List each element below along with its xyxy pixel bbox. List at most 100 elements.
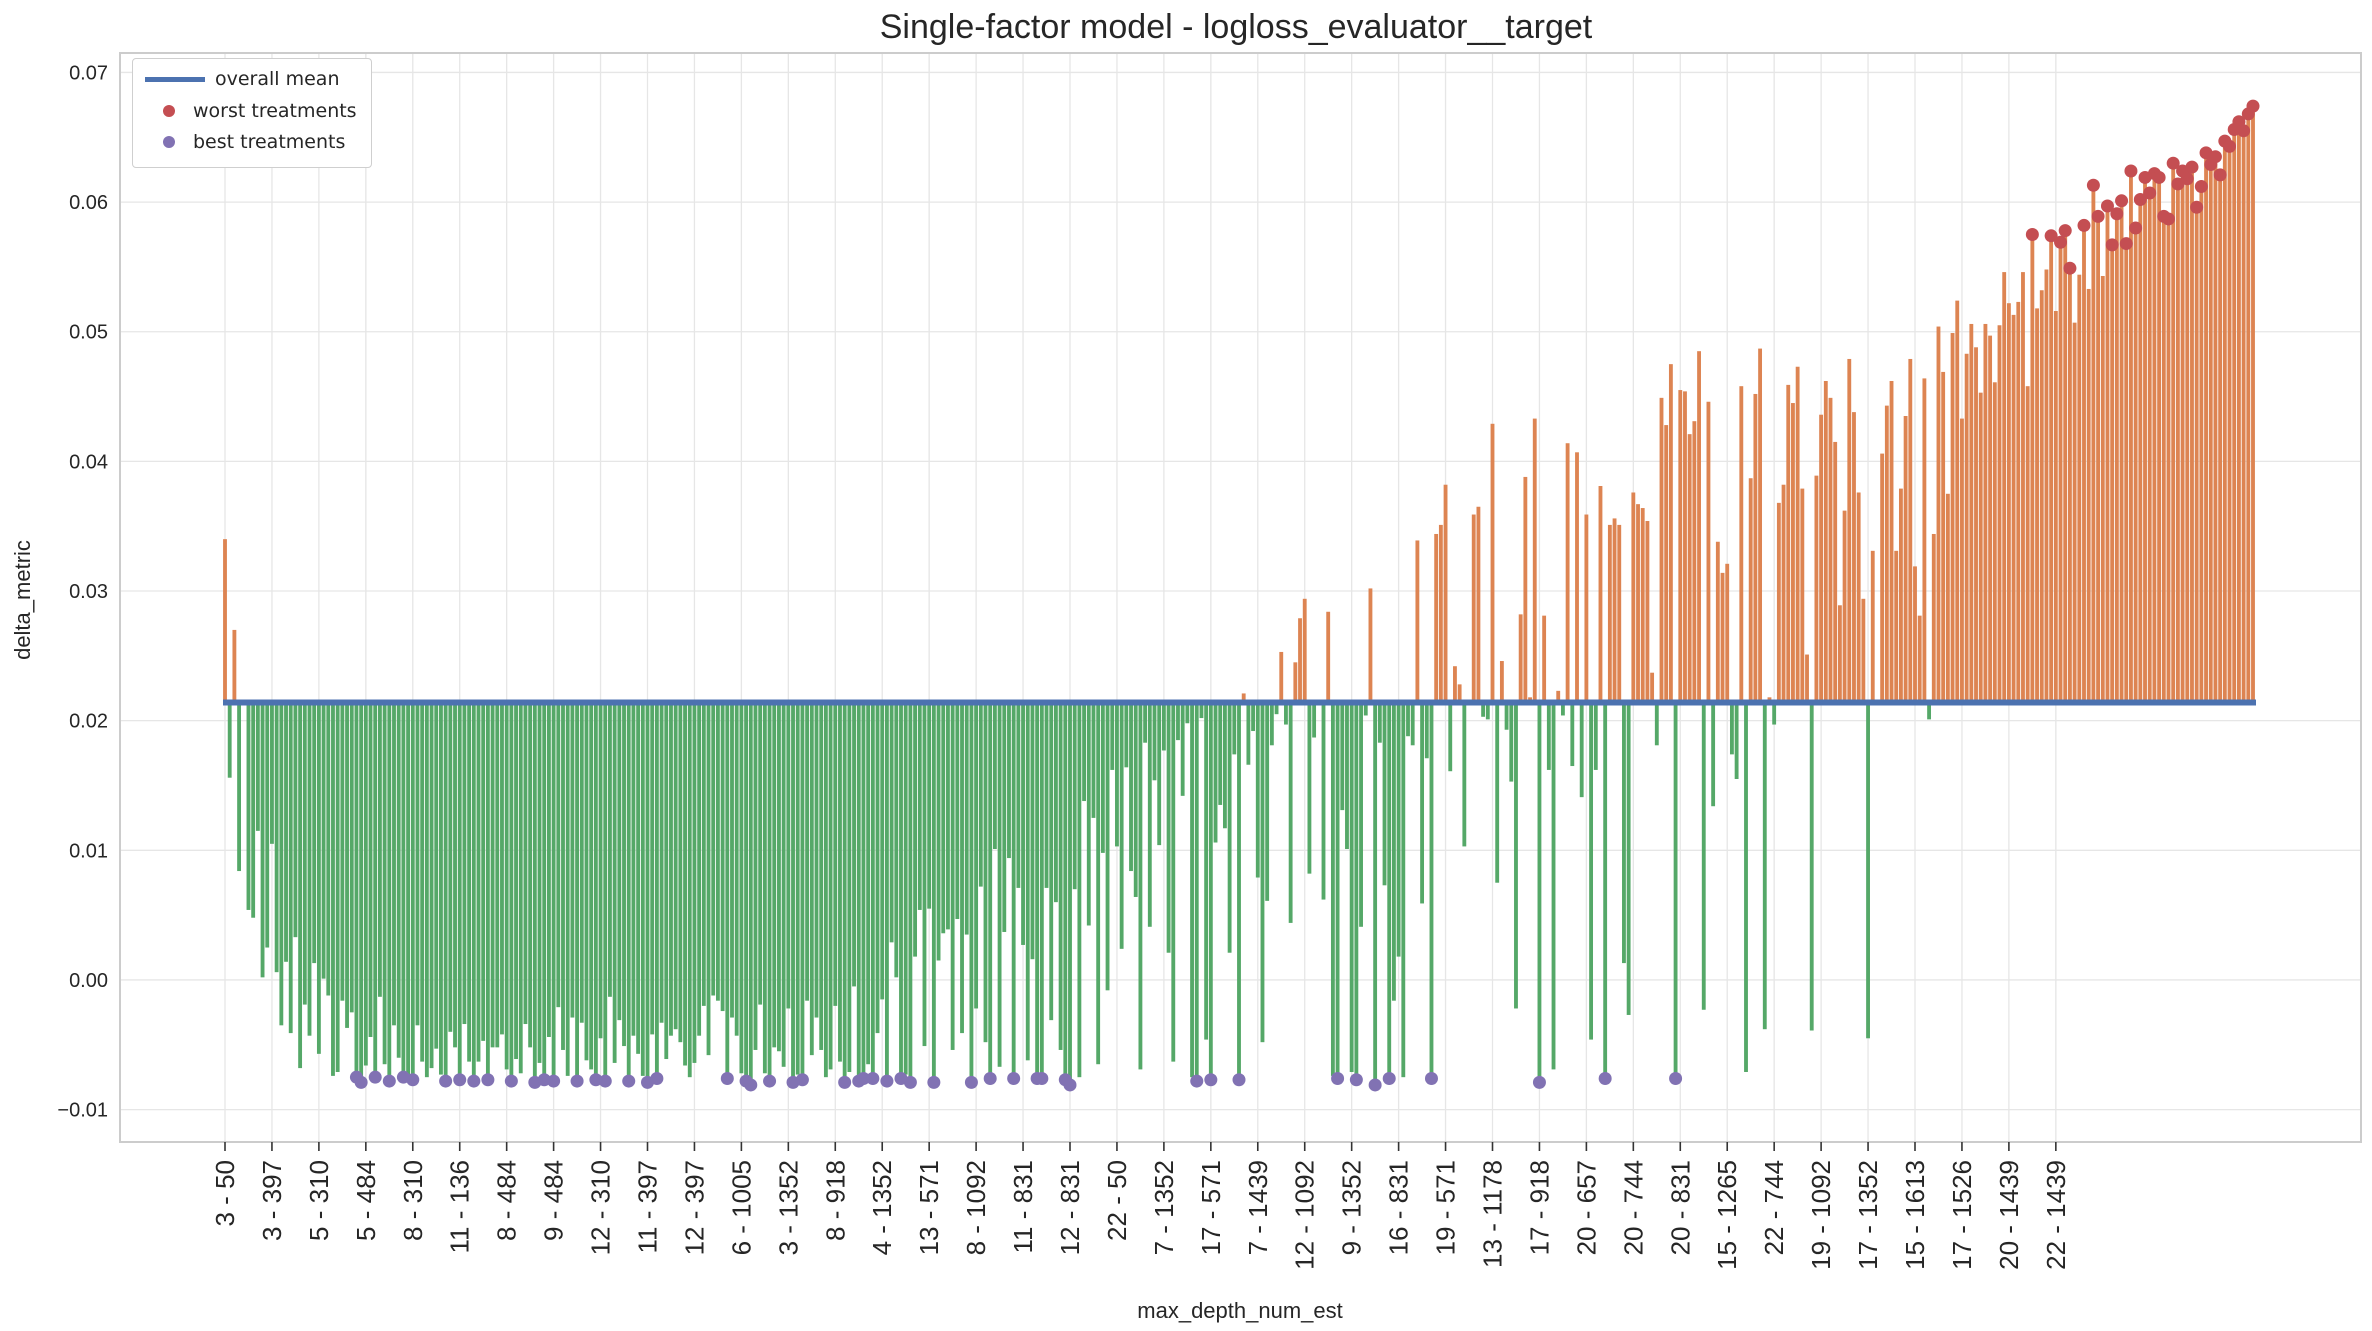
- bar: [579, 702, 584, 1023]
- bar: [2030, 234, 2035, 703]
- bar: [903, 702, 908, 1075]
- best-treatment-marker: [795, 1073, 809, 1087]
- x-tick-label: 15 - 1265: [1712, 1160, 1742, 1270]
- bar: [1499, 661, 1504, 703]
- bar: [373, 702, 378, 1078]
- bar: [2147, 193, 2152, 703]
- bar: [1697, 351, 1701, 703]
- x-tick-label: 8 - 310: [398, 1160, 428, 1241]
- bar: [1340, 702, 1345, 811]
- best-treatment-marker: [368, 1070, 382, 1084]
- best-treatment-marker: [1349, 1073, 1363, 1087]
- bar: [1190, 702, 1194, 1078]
- bar: [1453, 666, 1457, 703]
- bar: [1983, 323, 1988, 703]
- bar: [2166, 218, 2171, 703]
- bar: [420, 702, 425, 1062]
- bar: [1284, 702, 1288, 725]
- bar: [1969, 323, 1974, 703]
- worst-treatment-marker: [2213, 168, 2227, 182]
- bar: [1213, 702, 1218, 843]
- bar: [1420, 702, 1425, 904]
- bar: [2077, 274, 2082, 703]
- best-treatment-marker: [589, 1073, 603, 1087]
- bar: [734, 702, 739, 1036]
- worst-treatment-marker: [2129, 221, 2143, 235]
- bar: [2025, 386, 2030, 703]
- bar: [1293, 662, 1298, 703]
- bar: [964, 702, 969, 935]
- y-axis-ticks: −0.01 0.00 0.01 0.02 0.03 0.04 0.05 0.06 0.07: [57, 62, 108, 1121]
- bar: [1345, 702, 1349, 850]
- x-tick-label: 20 - 831: [1665, 1160, 1695, 1255]
- bar: [561, 702, 565, 1050]
- bar: [1490, 423, 1495, 703]
- bar: [1603, 702, 1608, 1079]
- worst-treatment-marker: [2166, 156, 2180, 170]
- worst-treatment-marker: [2044, 229, 2058, 243]
- bar: [2129, 170, 2133, 703]
- bar: [875, 702, 880, 1034]
- x-tick-label: 3 - 397: [257, 1160, 287, 1241]
- bar: [1359, 702, 1363, 927]
- bar: [1626, 702, 1631, 1015]
- y-tick-label: 0.01: [69, 840, 108, 862]
- x-tick-label: 22 - 744: [1759, 1160, 1789, 1255]
- bar: [842, 702, 847, 1083]
- bar: [546, 702, 551, 1037]
- bar: [626, 702, 631, 1082]
- bar: [1828, 397, 1833, 703]
- bar: [1955, 300, 1960, 703]
- best-treatment-marker: [382, 1074, 396, 1088]
- bar: [1589, 702, 1594, 1040]
- bar: [828, 702, 833, 1070]
- x-tick-label: 12 - 397: [679, 1160, 709, 1255]
- bar: [701, 702, 706, 1006]
- bar: [335, 702, 340, 1072]
- bar: [1795, 366, 1800, 703]
- bar: [772, 702, 777, 1048]
- bar: [1133, 702, 1138, 897]
- x-tick-label: 12 - 1092: [1290, 1160, 1320, 1270]
- bar: [2232, 129, 2237, 703]
- bar: [1917, 615, 1922, 703]
- bar: [1753, 393, 1758, 703]
- bar: [1922, 378, 1927, 703]
- bar: [1584, 514, 1589, 703]
- bar: [1016, 702, 1021, 888]
- bar: [1312, 702, 1317, 738]
- legend: overall mean worst treatments best treat…: [132, 58, 372, 168]
- bar: [1725, 563, 1730, 703]
- bar: [1288, 702, 1293, 923]
- best-treatment-marker: [504, 1074, 518, 1088]
- bar: [1011, 702, 1016, 1079]
- bar: [396, 702, 401, 1058]
- worst-treatment-marker: [2105, 238, 2119, 252]
- bar: [2114, 213, 2119, 703]
- best-treatment-marker: [1204, 1073, 1218, 1087]
- bar: [753, 702, 758, 1050]
- worst-treatment-marker: [2194, 180, 2208, 194]
- bar: [1692, 421, 1697, 703]
- bar: [739, 702, 744, 1074]
- bar: [852, 702, 856, 987]
- bar: [819, 702, 824, 1050]
- bar: [453, 702, 457, 1048]
- plot-frame: [119, 52, 2362, 1143]
- best-treatment-marker: [1368, 1078, 1382, 1092]
- bar: [270, 702, 274, 844]
- bar: [1739, 386, 1744, 703]
- bar: [2241, 130, 2246, 703]
- bar: [307, 702, 312, 1036]
- bar: [1349, 702, 1354, 1072]
- bar: [2058, 242, 2063, 703]
- bar: [532, 702, 537, 1083]
- bar: [720, 702, 725, 1012]
- bar: [1532, 418, 1537, 703]
- x-tick-label: 9 - 1352: [1337, 1160, 1367, 1255]
- bar: [1758, 348, 1763, 703]
- bar: [274, 702, 279, 973]
- bar: [1809, 702, 1814, 1031]
- best-treatment-marker: [983, 1071, 997, 1085]
- bar: [1650, 672, 1655, 703]
